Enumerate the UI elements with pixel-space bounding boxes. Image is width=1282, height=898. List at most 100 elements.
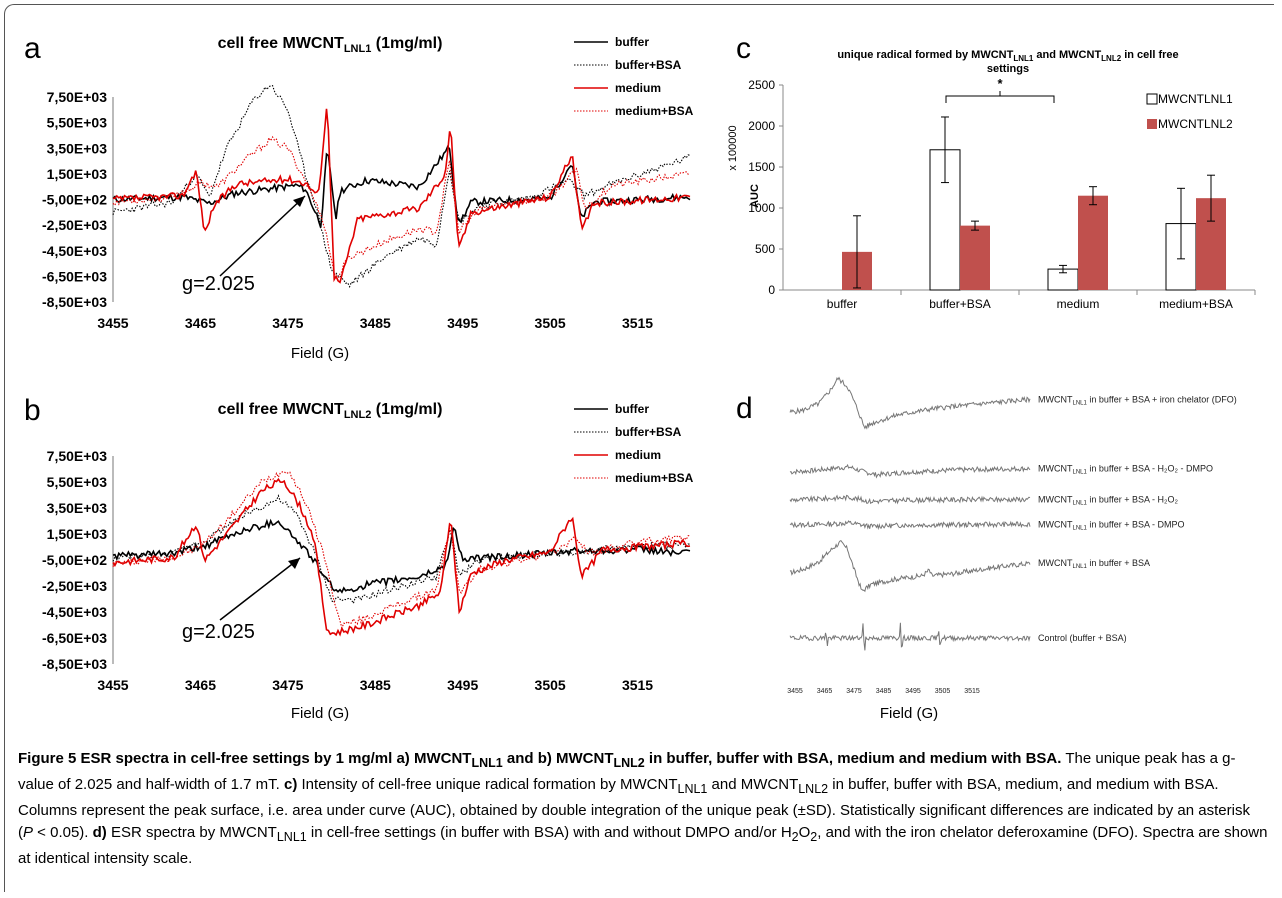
x-category-label: buffer+BSA [929, 297, 991, 311]
legend-label: buffer+BSA [615, 425, 682, 439]
legend-swatch [1147, 119, 1157, 129]
y-tick-label: -2,50E+03 [42, 578, 107, 594]
spectrum-line [789, 520, 1031, 531]
y-tick-label: 1,50E+03 [47, 526, 108, 542]
legend-label: medium [615, 81, 661, 95]
figure-caption: Figure 5 ESR spectra in cell-free settin… [18, 750, 1268, 867]
panel-a-annotation: g=2.025 [182, 273, 255, 295]
x-tick-label: 3495 [447, 315, 478, 331]
x-tick-label: 3455 [787, 688, 803, 695]
y-tick-label: -6,50E+03 [42, 630, 107, 646]
panel-a-axes: 7,50E+03 5,50E+03 3,50E+03 1,50E+03 -5,00E+0… [42, 89, 653, 331]
x-tick-label: 3475 [272, 677, 303, 693]
y-tick-label: 3,50E+03 [47, 140, 108, 156]
panel-d-spectra: MWCNTLNL1 in buffer + BSA + iron chelato… [787, 376, 1237, 695]
y-tick-label: -5,00E+02 [42, 192, 107, 208]
panel-d-letter: d [736, 392, 753, 425]
panel-b-annotation: g=2.025 [182, 621, 255, 643]
y-tick-label: 3,50E+03 [47, 500, 108, 516]
spectrum-label: MWCNTLNL1 in buffer + BSA [1038, 558, 1150, 570]
caption-heading: Figure 5 ESR spectra in cell-free settin… [18, 750, 1062, 770]
significance-asterisk: * [997, 76, 1003, 91]
x-category-label: medium [1057, 297, 1100, 311]
panel-b-xlabel: Field (G) [291, 705, 349, 722]
y-tick-label: -8,50E+03 [42, 294, 107, 310]
spectrum-line [789, 376, 1031, 430]
x-tick-label: 3455 [97, 677, 128, 693]
panel-d-xlabel: Field (G) [880, 705, 938, 722]
y-tick-label: 1,50E+03 [47, 166, 108, 182]
panel-b-letter: b [24, 394, 41, 427]
bar-MWCNTLNL2 [960, 225, 990, 290]
series-line-buffer [112, 144, 691, 228]
spectrum-line [789, 494, 1031, 505]
caption-d-label: d) [92, 824, 107, 841]
spectrum-line [789, 463, 1031, 479]
series-line-medium [112, 477, 691, 637]
x-tick-label: 3475 [272, 315, 303, 331]
x-tick-label: 3485 [360, 677, 391, 693]
series-line-buffer [112, 518, 691, 594]
panel-b-arrow [219, 557, 301, 621]
caption-c-label: c) [284, 776, 298, 793]
y-tick-label: 5,50E+03 [47, 115, 108, 131]
x-tick-label: 3515 [622, 677, 653, 693]
legend-label: buffer [615, 35, 649, 49]
spectrum-label: MWCNTLNL1 in buffer + BSA - H₂O₂ [1038, 494, 1178, 506]
panel-a-letter: a [24, 32, 41, 65]
x-tick-label: 3505 [535, 677, 566, 693]
panel-b-axes: 7,50E+03 5,50E+03 3,50E+03 1,50E+03 -5,00E+0… [42, 448, 653, 693]
x-tick-label: 3465 [185, 315, 216, 331]
y-tick-label: -2,50E+03 [42, 217, 107, 233]
x-tick-label: 3495 [447, 677, 478, 693]
y-tick-label: -4,50E+03 [42, 604, 107, 620]
legend-label: MWCNTLNL1 [1158, 92, 1233, 106]
y-tick-label: -6,50E+03 [42, 268, 107, 284]
spectrum-label: Control (buffer + BSA) [1038, 633, 1127, 643]
panel-a-arrow [219, 195, 306, 277]
x-tick-label: 3455 [97, 315, 128, 331]
legend-label: medium+BSA [615, 471, 694, 485]
panel-c-title-line1: unique radical formed by MWCNTLNL1 and M… [837, 49, 1178, 63]
x-tick-label: 3515 [964, 688, 980, 695]
panel-a-legend: buffer buffer+BSA medium medium+BSA [574, 35, 694, 118]
legend-label: medium [615, 448, 661, 462]
x-tick-label: 3515 [622, 315, 653, 331]
legend-label: buffer+BSA [615, 58, 682, 72]
legend-label: buffer [615, 402, 649, 416]
panel-c-letter: c [736, 32, 751, 65]
series-line-buffer-plus-BSA [112, 85, 691, 289]
legend-label: MWCNTLNL2 [1158, 117, 1233, 131]
x-tick-label: 3475 [846, 688, 862, 695]
panel-a-xlabel: Field (G) [291, 345, 349, 362]
panel-b-series [112, 471, 691, 637]
legend-label: medium+BSA [615, 104, 694, 118]
panel-a-arrowhead [293, 196, 305, 207]
panel-c-ylabel: AUC [749, 184, 761, 208]
spectrum-label: MWCNTLNL1 in buffer + BSA - H₂O₂ - DMPO [1038, 464, 1213, 476]
bar-MWCNTLNL2 [1078, 195, 1108, 290]
spectrum-label: MWCNTLNL1 in buffer + BSA + iron chelato… [1038, 394, 1237, 406]
spectrum-line [789, 539, 1031, 593]
x-tick-label: 3505 [535, 315, 566, 331]
x-tick-label: 3495 [905, 688, 921, 695]
series-line-medium-plus-BSA [112, 471, 691, 630]
series-line-buffer-plus-BSA [112, 494, 690, 605]
series-line-medium [112, 108, 691, 284]
panel-a-title: cell free MWCNTLNL1 (1mg/ml) [218, 35, 443, 55]
panel-d: d MWCNTLNL1 in buffer + BSA + iron chela… [736, 376, 1237, 722]
y-tick-label: 0 [768, 283, 775, 297]
y-tick-label: 1000 [748, 201, 775, 215]
spectrum-label: MWCNTLNL1 in buffer + BSA - DMPO [1038, 519, 1184, 531]
y-tick-label: -4,50E+03 [42, 243, 107, 259]
y-tick-label: 2500 [748, 78, 775, 92]
panel-c-title-line2: settings [987, 63, 1029, 75]
x-category-label: buffer [827, 297, 857, 311]
x-tick-label: 3465 [817, 688, 833, 695]
panel-b-title: cell free MWCNTLNL2 (1mg/ml) [218, 401, 443, 421]
y-tick-label: 1500 [748, 160, 775, 174]
legend-swatch [1146, 93, 1158, 105]
x-tick-label: 3465 [185, 677, 216, 693]
x-tick-label: 3505 [935, 688, 951, 695]
panel-a: a cell free MWCNTLNL1 (1mg/ml) 7,50E+03 5… [24, 32, 694, 362]
